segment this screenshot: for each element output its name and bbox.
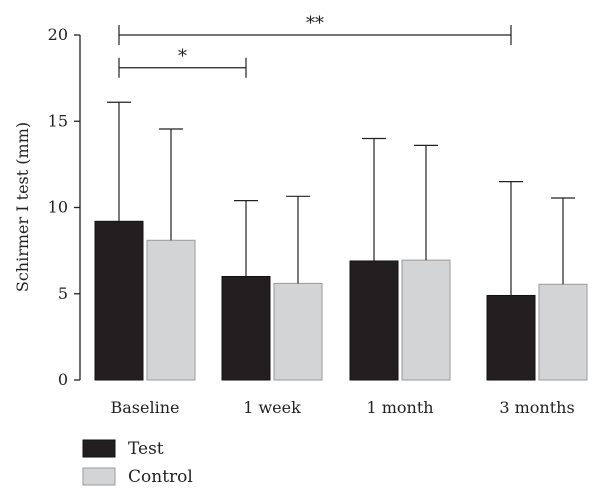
legend-label-test: Test (128, 439, 164, 459)
x-tick-label: 3 months (499, 398, 574, 417)
significance-brackets: *** (118, 13, 512, 78)
legend-swatch-test (82, 439, 116, 458)
plot-area (94, 101, 588, 381)
y-tick-label: 0 (58, 370, 68, 389)
bar-control (273, 282, 323, 381)
bar-control (401, 259, 451, 381)
bar-test (486, 294, 536, 381)
significance-label: * (178, 46, 187, 67)
significance-label: ** (306, 13, 324, 34)
x-tick-label: Baseline (111, 398, 180, 417)
bar-control (538, 283, 588, 381)
legend-label-control: Control (128, 467, 193, 487)
bar-test (349, 260, 399, 381)
y-tick-label: 5 (58, 284, 68, 303)
y-axis-title: Schirmer I test (mm) (13, 122, 32, 292)
bar-test (94, 220, 144, 381)
y-tick-label: 10 (48, 198, 68, 217)
bar-test (221, 276, 271, 381)
y-tick-label: 15 (48, 111, 68, 130)
x-tick-label: 1 month (366, 398, 433, 417)
axes: 0 5 10 15 20 Baseline 1 week 1 month 3 months (48, 25, 575, 417)
legend: Test Control (82, 439, 193, 487)
legend-swatch-control (82, 467, 116, 486)
x-tick-label: 1 week (243, 398, 301, 417)
y-tick-label: 20 (48, 25, 68, 44)
bar-control (146, 239, 196, 381)
